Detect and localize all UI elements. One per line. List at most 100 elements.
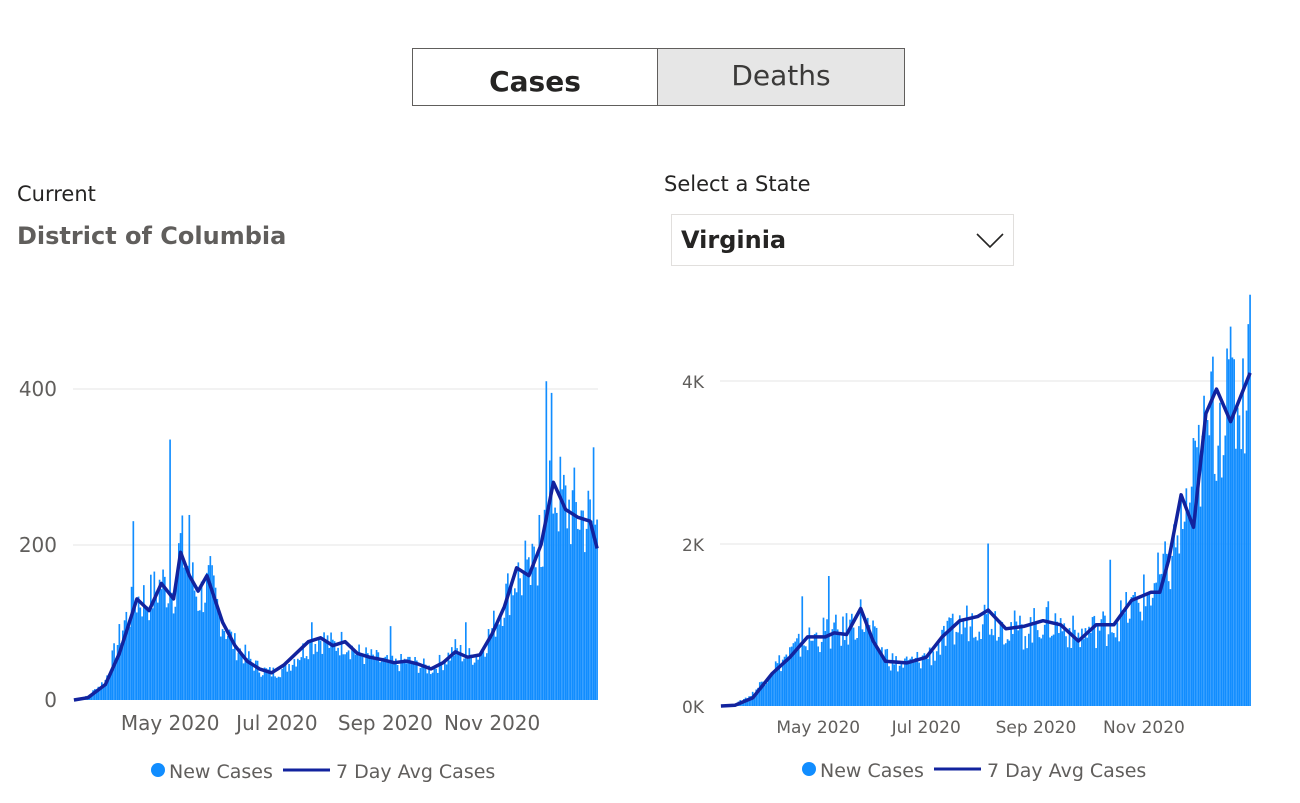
new-cases-bar (459, 645, 462, 700)
new-cases-bar (1102, 611, 1104, 706)
new-cases-bar (417, 672, 420, 700)
new-cases-bar (463, 658, 465, 700)
new-cases-bar (379, 662, 381, 700)
new-cases-bar (1059, 618, 1062, 706)
new-cases-bar (540, 567, 542, 700)
new-cases-bar (1081, 628, 1083, 706)
new-cases-bar (279, 677, 282, 700)
new-cases-bar (256, 660, 259, 700)
new-cases-bar (190, 580, 192, 700)
new-cases-bar (1089, 632, 1092, 706)
new-cases-bar (941, 629, 943, 706)
cases-tab[interactable]: Cases (412, 48, 658, 106)
new-cases-bar (803, 645, 805, 706)
new-cases-bar (416, 660, 418, 700)
new-cases-bar (1220, 477, 1223, 706)
new-cases-bar (333, 641, 336, 700)
new-cases-bar (927, 658, 929, 706)
new-cases-bar (200, 581, 203, 700)
state-dropdown[interactable]: Virginia (671, 214, 1014, 266)
new-cases-bar (1022, 649, 1025, 706)
deaths-tab[interactable]: Deaths (658, 48, 905, 106)
new-cases-bar (179, 533, 182, 700)
new-cases-bar (508, 615, 511, 700)
new-cases-bar (1215, 480, 1218, 706)
new-cases-bar (232, 648, 234, 700)
new-cases-bar (451, 647, 453, 700)
new-cases-bar (342, 654, 345, 700)
new-cases-bar (330, 632, 332, 700)
new-cases-bar (568, 499, 570, 700)
y-tick-label: 0K (682, 698, 705, 718)
legend: New Cases 7 Day Avg Cases (802, 760, 1146, 782)
new-cases-bar (1139, 611, 1142, 706)
new-cases-bar (435, 668, 437, 700)
new-cases-bar (482, 651, 485, 700)
new-cases-bar (255, 660, 257, 700)
new-cases-bar (214, 587, 217, 700)
new-cases-bar (895, 656, 897, 706)
new-cases-bar (538, 514, 541, 700)
new-cases-bar (335, 650, 338, 700)
new-cases-bar (1052, 634, 1055, 706)
new-cases-bar (134, 604, 136, 700)
new-cases-bar (405, 663, 408, 700)
new-cases-bar (542, 566, 544, 700)
legend-new-cases-marker (151, 763, 165, 777)
new-cases-bar (957, 632, 959, 706)
new-cases-bar (1104, 615, 1106, 706)
new-cases-bar (452, 655, 455, 700)
new-cases-bar (337, 647, 339, 700)
new-cases-bar (494, 636, 497, 700)
new-cases-bar (251, 662, 254, 700)
new-cases-bar (1197, 424, 1200, 706)
new-cases-bar (771, 674, 774, 706)
x-tick-label: Jul 2020 (234, 711, 317, 735)
new-cases-bar (162, 569, 164, 700)
new-cases-bar (783, 656, 786, 706)
new-cases-bar (566, 528, 569, 700)
new-cases-bar (344, 654, 346, 700)
new-cases-bar (304, 658, 306, 700)
new-cases-bar (1024, 636, 1027, 706)
new-cases-bar (996, 640, 998, 706)
new-cases-bar (1178, 553, 1181, 706)
new-cases-bar (433, 666, 436, 700)
avg-cases-line (73, 480, 599, 702)
new-cases-bar (213, 575, 215, 700)
new-cases-bar (1180, 497, 1182, 706)
new-cases-bar (400, 654, 402, 700)
new-cases-bar (854, 639, 857, 706)
new-cases-bar (769, 676, 772, 706)
new-cases-bar (349, 659, 352, 700)
new-cases-bar (220, 636, 222, 700)
new-cases-bar (564, 485, 567, 700)
new-cases-bar (305, 656, 308, 700)
chevron-down-icon (976, 233, 1004, 249)
new-cases-bar (561, 489, 563, 700)
new-cases-bar (120, 643, 122, 700)
new-cases-bar (360, 653, 362, 700)
new-cases-bar (1222, 455, 1225, 706)
new-cases-bar (870, 636, 873, 706)
new-cases-bar (960, 634, 963, 706)
new-cases-bar (1033, 608, 1035, 706)
x-tick-label: Sep 2020 (996, 718, 1077, 738)
new-cases-bar (223, 630, 226, 700)
new-cases-bar (1066, 647, 1069, 706)
new-cases-bar (1107, 634, 1110, 706)
new-cases-bar (326, 635, 329, 700)
new-cases-bar (388, 662, 390, 700)
new-cases-bar (391, 655, 394, 700)
y-tick-label: 2K (682, 536, 705, 556)
new-cases-bar (1068, 628, 1071, 706)
new-cases-bar (410, 662, 413, 700)
new-cases-bar (284, 661, 287, 700)
new-cases-bar (1169, 589, 1172, 706)
new-cases-bar (1042, 634, 1044, 706)
new-cases-bar (861, 629, 864, 706)
new-cases-bar (812, 640, 814, 706)
new-cases-bar (766, 683, 768, 706)
new-cases-bar (267, 669, 269, 700)
new-cases-bar (129, 626, 131, 700)
